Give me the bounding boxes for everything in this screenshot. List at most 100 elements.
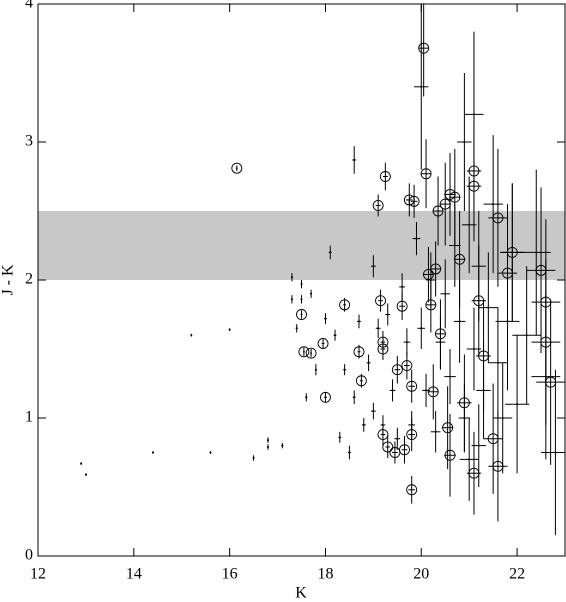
circled-point [355, 375, 367, 387]
point [151, 451, 154, 454]
circled-point [423, 269, 434, 280]
circled-point [298, 346, 310, 358]
point [357, 320, 360, 323]
point [190, 334, 193, 337]
circled-point [468, 180, 480, 192]
circled-point [391, 364, 403, 376]
circled-point [401, 360, 413, 372]
point [468, 458, 471, 461]
point [338, 436, 341, 439]
x-tick-label: 22 [509, 566, 525, 583]
x-tick-label: 18 [317, 566, 333, 583]
circled-point [430, 263, 442, 275]
point [353, 396, 356, 399]
point [535, 251, 538, 254]
circled-point [375, 295, 386, 307]
point [372, 410, 375, 413]
circled-point [478, 350, 490, 362]
circled-point [317, 338, 329, 349]
circled-point [418, 42, 430, 54]
circled-point [377, 343, 389, 355]
circled-point [396, 300, 408, 312]
y-tick-label: 4 [25, 0, 33, 12]
point [367, 361, 370, 364]
point [496, 361, 499, 364]
circled-point [545, 376, 557, 388]
point [554, 451, 557, 454]
circled-point [454, 253, 466, 265]
point [290, 298, 293, 301]
point [266, 445, 269, 448]
point [252, 457, 255, 460]
y-tick-label: 2 [25, 271, 33, 288]
point [228, 328, 231, 331]
point [295, 327, 298, 330]
point [463, 141, 466, 143]
circled-point [406, 429, 418, 441]
point [477, 444, 480, 447]
point [266, 439, 269, 442]
point [449, 375, 452, 378]
circled-point [506, 246, 518, 258]
point [300, 298, 303, 301]
point [209, 451, 212, 454]
circled-point [372, 200, 384, 211]
point [329, 251, 332, 254]
point [377, 327, 380, 330]
point [487, 306, 490, 309]
point [84, 473, 87, 476]
x-tick-label: 20 [413, 566, 429, 583]
circled-point [427, 386, 439, 398]
point [468, 223, 471, 226]
y-tick-label: 1 [25, 409, 33, 426]
circled-point [444, 449, 456, 461]
circled-point [458, 397, 470, 409]
circled-point [320, 391, 331, 403]
point [353, 158, 356, 161]
point [458, 320, 461, 323]
circled-point [406, 380, 418, 392]
point [516, 403, 519, 406]
circled-point [339, 299, 351, 311]
circled-point [296, 309, 307, 320]
point [324, 317, 327, 320]
x-tick-label: 12 [30, 566, 46, 583]
circled-point [434, 328, 446, 340]
point [334, 334, 337, 337]
circled-point [432, 205, 444, 217]
point [415, 237, 418, 240]
point [343, 368, 346, 371]
circled-point [408, 195, 420, 207]
circled-point [425, 299, 437, 311]
point [391, 389, 394, 392]
circled-point [382, 441, 394, 453]
circled-point [399, 444, 410, 456]
y-tick-label: 0 [25, 547, 33, 564]
point [396, 437, 399, 440]
point [348, 451, 351, 454]
point [434, 430, 437, 433]
point [305, 396, 308, 399]
point [405, 341, 408, 344]
point [300, 283, 303, 286]
circled-point [442, 422, 454, 434]
point [290, 276, 293, 279]
point [492, 203, 495, 206]
circled-point [492, 212, 504, 224]
point [401, 285, 404, 288]
point [472, 348, 475, 350]
circled-point [449, 191, 461, 203]
highlight-band [38, 211, 565, 280]
point [425, 389, 428, 392]
point [281, 444, 284, 447]
point [525, 334, 528, 337]
circled-point [353, 346, 365, 358]
y-tick-label: 3 [25, 133, 33, 150]
circled-point [377, 429, 389, 441]
point [310, 292, 313, 295]
point [314, 368, 317, 371]
circled-point [406, 484, 418, 496]
circled-point [492, 460, 504, 472]
x-axis-label: K [295, 585, 307, 602]
